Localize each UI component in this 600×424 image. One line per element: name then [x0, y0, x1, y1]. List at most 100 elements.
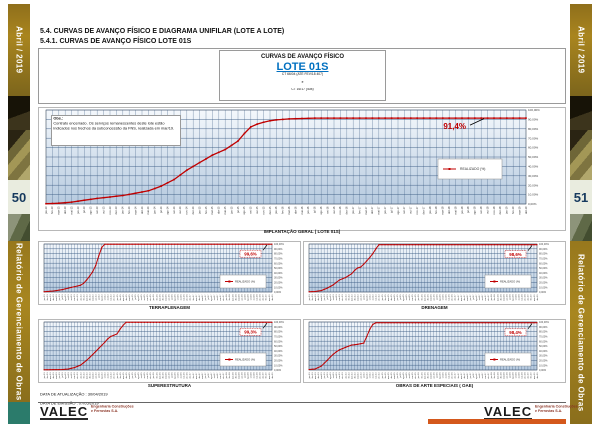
svg-text:out-18: out-18: [518, 372, 521, 379]
svg-text:jan-14: jan-14: [121, 206, 125, 215]
svg-text:fev-13: fev-13: [47, 294, 49, 301]
svg-text:out-13: out-13: [335, 372, 338, 379]
svg-text:nov-18: nov-18: [522, 294, 524, 301]
svg-text:dez-17: dez-17: [223, 372, 225, 379]
svg-text:80,00%: 80,00%: [274, 331, 283, 334]
svg-text:nov-17: nov-17: [415, 206, 419, 214]
svg-text:jul-16: jul-16: [436, 294, 438, 301]
svg-text:jan-18: jan-18: [491, 372, 493, 380]
svg-text:jul-14: jul-14: [364, 294, 366, 301]
svg-text:out-17: out-17: [481, 294, 484, 301]
svg-text:nov-13: nov-13: [108, 206, 112, 214]
svg-text:abr-19: abr-19: [536, 372, 539, 379]
svg-text:set-17: set-17: [478, 372, 481, 379]
svg-text:dez-14: dez-14: [379, 372, 381, 379]
svg-text:out-15: out-15: [143, 294, 146, 301]
svg-text:jun-13: jun-13: [59, 294, 61, 302]
sidebar-left-page-block: 50: [8, 180, 30, 214]
svg-text:fev-13: fev-13: [312, 372, 314, 379]
month-label-left: Abril / 2019: [14, 26, 24, 74]
svg-text:ago-15: ago-15: [138, 294, 140, 301]
svg-text:mai-16: mai-16: [430, 372, 432, 379]
svg-text:abr-15: abr-15: [390, 372, 393, 379]
svg-text:abr-14: abr-14: [88, 372, 91, 379]
sidebar-left-pattern-sage: [8, 214, 30, 241]
svg-text:mar-15: mar-15: [387, 372, 390, 379]
svg-text:jan-16: jan-16: [274, 206, 278, 215]
svg-text:ago-13: ago-13: [65, 294, 67, 301]
svg-text:100,00%: 100,00%: [539, 321, 550, 324]
svg-text:abr-13: abr-13: [52, 372, 55, 379]
svg-text:abr-17: abr-17: [198, 294, 201, 301]
svg-text:nov-14: nov-14: [376, 372, 378, 379]
svg-text:set-15: set-15: [405, 372, 408, 379]
svg-text:abr-19: abr-19: [271, 294, 274, 301]
svg-text:jan-14: jan-14: [80, 294, 82, 302]
svg-text:jan-18: jan-18: [491, 294, 493, 302]
svg-text:jan-15: jan-15: [117, 294, 119, 302]
svg-text:90,00%: 90,00%: [539, 248, 548, 251]
svg-text:jun-16: jun-16: [168, 372, 170, 380]
svg-text:fev-17: fev-17: [357, 206, 361, 214]
svg-text:jan-16: jan-16: [418, 372, 420, 380]
svg-text:60,00%: 60,00%: [274, 340, 283, 343]
svg-text:fev-13: fev-13: [47, 372, 49, 379]
svg-text:jun-18: jun-18: [506, 372, 508, 380]
svg-text:mai-16: mai-16: [165, 372, 167, 379]
svg-text:jan-18: jan-18: [428, 206, 432, 215]
svg-text:ago-13: ago-13: [330, 372, 332, 379]
svg-text:out-13: out-13: [70, 294, 73, 301]
svg-text:jun-17: jun-17: [205, 294, 207, 302]
svg-text:ago-15: ago-15: [242, 206, 246, 215]
svg-text:dez-17: dez-17: [421, 206, 425, 214]
svg-text:ago-14: ago-14: [367, 294, 369, 301]
svg-text:out-17: out-17: [216, 294, 219, 301]
svg-text:nov-16: nov-16: [184, 294, 186, 301]
teal-corner-block: [8, 402, 30, 424]
svg-text:50,00%: 50,00%: [539, 267, 548, 270]
svg-text:abr-14: abr-14: [88, 294, 91, 301]
svg-text:90,00%: 90,00%: [274, 248, 283, 251]
svg-text:jun-18: jun-18: [241, 372, 243, 380]
svg-text:mar-13: mar-13: [314, 372, 317, 379]
svg-text:10,00%: 10,00%: [274, 364, 283, 367]
svg-text:jan-14: jan-14: [80, 372, 82, 380]
svg-text:out-14: out-14: [372, 294, 375, 301]
svg-text:jul-14: jul-14: [159, 206, 163, 214]
svg-text:ago-17: ago-17: [396, 206, 400, 215]
svg-text:set-17: set-17: [213, 294, 216, 301]
svg-text:ago-13: ago-13: [89, 206, 93, 215]
footer-dates: DATA DE ATUALIZAÇÃO : 30/04/2019 DATA DE…: [40, 392, 340, 409]
svg-text:jun-14: jun-14: [95, 294, 97, 302]
svg-text:jan-19: jan-19: [263, 372, 265, 380]
svg-text:dez-14: dez-14: [191, 206, 195, 214]
svg-text:abr-19: abr-19: [524, 206, 528, 214]
svg-text:nov-13: nov-13: [74, 294, 76, 301]
svg-text:mar-17: mar-17: [364, 206, 368, 215]
svg-text:out-13: out-13: [101, 206, 105, 214]
valec-subtitle: Engenharia Construções e Ferrovias S.A.: [91, 405, 134, 414]
svg-text:set-18: set-18: [515, 294, 518, 301]
svg-text:jan-15: jan-15: [197, 206, 201, 215]
svg-text:mar-14: mar-14: [350, 294, 353, 301]
svg-text:fev-14: fev-14: [348, 372, 350, 379]
svg-text:30,00%: 30,00%: [539, 277, 548, 280]
valec-wordmark: VALEC: [484, 404, 533, 420]
svg-text:nov-18: nov-18: [257, 372, 259, 379]
svg-text:100,00%: 100,00%: [528, 108, 540, 112]
svg-text:set-16: set-16: [325, 206, 329, 214]
svg-text:nov-15: nov-15: [412, 372, 414, 379]
svg-text:nov-16: nov-16: [184, 372, 186, 379]
svg-text:out-16: out-16: [332, 206, 336, 214]
obs-note: Obs.: Contrato encerrado. Os serviços re…: [51, 115, 181, 146]
svg-text:fev-18: fev-18: [229, 372, 231, 379]
svg-text:out-17: out-17: [481, 372, 484, 379]
chart-superestrutura: 0,00% 10,00% 20,00% 30,00% 40,00% 50,00% 60,00…: [38, 319, 301, 383]
svg-text:set-18: set-18: [250, 372, 253, 379]
svg-text:abr-16: abr-16: [293, 206, 297, 214]
svg-text:abr-17: abr-17: [198, 372, 201, 379]
svg-text:jan-15: jan-15: [117, 372, 119, 380]
svg-text:dez-18: dez-18: [498, 206, 502, 214]
svg-text:mar-16: mar-16: [423, 294, 426, 301]
svg-text:REALIZADO (%): REALIZADO (%): [235, 280, 255, 284]
